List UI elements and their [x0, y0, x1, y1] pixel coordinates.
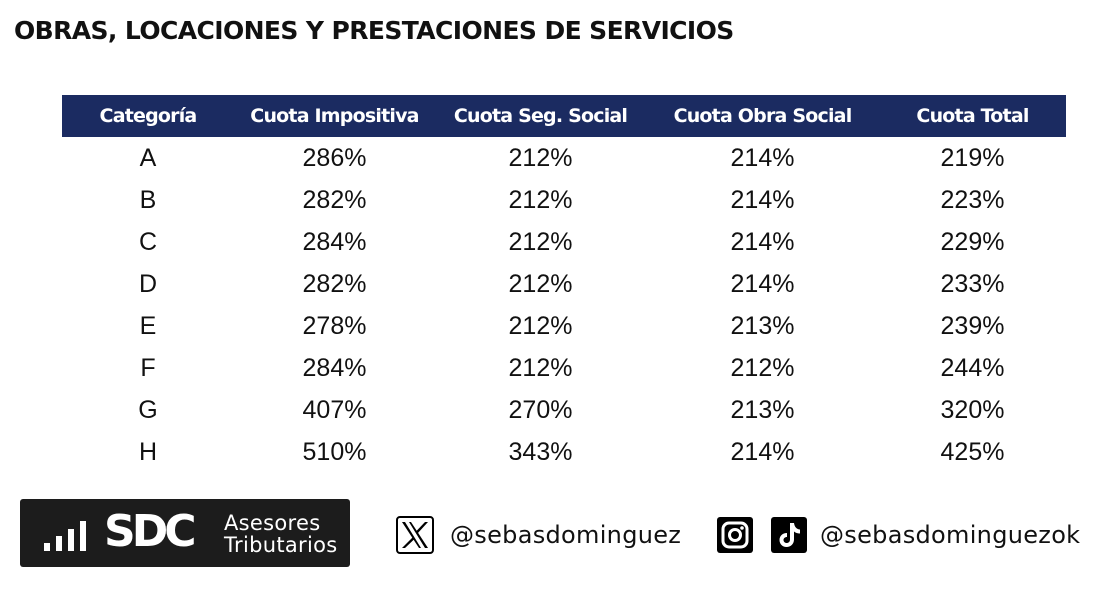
cell-categoria: G — [138, 395, 158, 424]
cell-cuota-impositiva: 284% — [302, 353, 367, 382]
table-header-row: Categoría Cuota Impositiva Cuota Seg. So… — [62, 95, 1066, 137]
cell-categoria: C — [138, 227, 158, 256]
cell-cuota-total: 320% — [940, 395, 1005, 424]
cell-cuota-impositiva: 286% — [302, 143, 367, 172]
logo-mark: SDC — [104, 506, 196, 557]
cell-cuota-obra-social: 212% — [730, 353, 795, 382]
header-cuota-obra-social: Cuota Obra Social — [673, 105, 853, 127]
cell-cuota-total: 229% — [940, 227, 1005, 256]
cell-cuota-obra-social: 214% — [730, 185, 795, 214]
cell-cuota-seg-social: 212% — [508, 269, 573, 298]
cell-cuota-total: 233% — [940, 269, 1005, 298]
cell-cuota-obra-social: 214% — [730, 269, 795, 298]
cell-cuota-total: 239% — [940, 311, 1005, 340]
table-row: C 284% 212% 214% 229% — [62, 221, 1066, 263]
logo-line-tributarios: Tributarios — [224, 533, 338, 557]
cell-categoria: B — [139, 185, 157, 214]
cell-cuota-obra-social: 214% — [730, 227, 795, 256]
cell-cuota-impositiva: 510% — [302, 437, 367, 466]
cell-cuota-total: 425% — [940, 437, 1005, 466]
cell-cuota-seg-social: 212% — [508, 143, 573, 172]
table-row: H 510% 343% 214% 425% — [62, 431, 1066, 473]
cell-cuota-obra-social: 214% — [730, 143, 795, 172]
cell-categoria: H — [138, 437, 158, 466]
signal-bars-icon — [44, 517, 110, 551]
cell-cuota-seg-social: 212% — [508, 353, 573, 382]
rates-table: Categoría Cuota Impositiva Cuota Seg. So… — [62, 95, 1066, 473]
cell-categoria: D — [138, 269, 158, 298]
ig-tiktok-handle[interactable]: @sebasdominguezok — [820, 521, 1081, 549]
cell-cuota-obra-social: 214% — [730, 437, 795, 466]
table-row: B 282% 212% 214% 223% — [62, 179, 1066, 221]
x-icon — [396, 516, 434, 554]
instagram-tiktok-social[interactable]: @sebasdominguezok — [716, 516, 1080, 554]
cell-cuota-total: 223% — [940, 185, 1005, 214]
table-row: D 282% 212% 214% 233% — [62, 263, 1066, 305]
instagram-icon — [716, 516, 754, 554]
cell-categoria: F — [140, 353, 156, 382]
cell-cuota-impositiva: 282% — [302, 185, 367, 214]
cell-cuota-total: 244% — [940, 353, 1005, 382]
x-handle[interactable]: @sebasdominguez — [450, 521, 682, 549]
sdc-logo: SDC Asesores Tributarios — [20, 499, 350, 567]
cell-cuota-obra-social: 213% — [730, 311, 795, 340]
cell-cuota-seg-social: 212% — [508, 227, 573, 256]
cell-cuota-obra-social: 213% — [730, 395, 795, 424]
logo-line-asesores: Asesores — [224, 511, 321, 535]
cell-categoria: E — [139, 311, 157, 340]
header-cuota-impositiva: Cuota Impositiva — [250, 105, 419, 127]
cell-cuota-seg-social: 343% — [508, 437, 573, 466]
cell-cuota-impositiva: 284% — [302, 227, 367, 256]
table-row: G 407% 270% 213% 320% — [62, 389, 1066, 431]
header-cuota-seg-social: Cuota Seg. Social — [453, 105, 628, 127]
cell-cuota-seg-social: 212% — [508, 311, 573, 340]
table-row: A 286% 212% 214% 219% — [62, 137, 1066, 179]
cell-cuota-seg-social: 212% — [508, 185, 573, 214]
table-row: E 278% 212% 213% 239% — [62, 305, 1066, 347]
tiktok-icon — [770, 516, 808, 554]
cell-categoria: A — [139, 143, 157, 172]
cell-cuota-impositiva: 278% — [302, 311, 367, 340]
cell-cuota-impositiva: 282% — [302, 269, 367, 298]
x-social[interactable]: @sebasdominguez — [396, 516, 681, 554]
table-row: F 284% 212% 212% 244% — [62, 347, 1066, 389]
cell-cuota-seg-social: 270% — [508, 395, 573, 424]
cell-cuota-impositiva: 407% — [302, 395, 367, 424]
header-cuota-total: Cuota Total — [916, 105, 1029, 127]
cell-cuota-total: 219% — [940, 143, 1005, 172]
header-categoria: Categoría — [99, 105, 198, 127]
page-title: OBRAS, LOCACIONES Y PRESTACIONES DE SERV… — [14, 16, 734, 45]
